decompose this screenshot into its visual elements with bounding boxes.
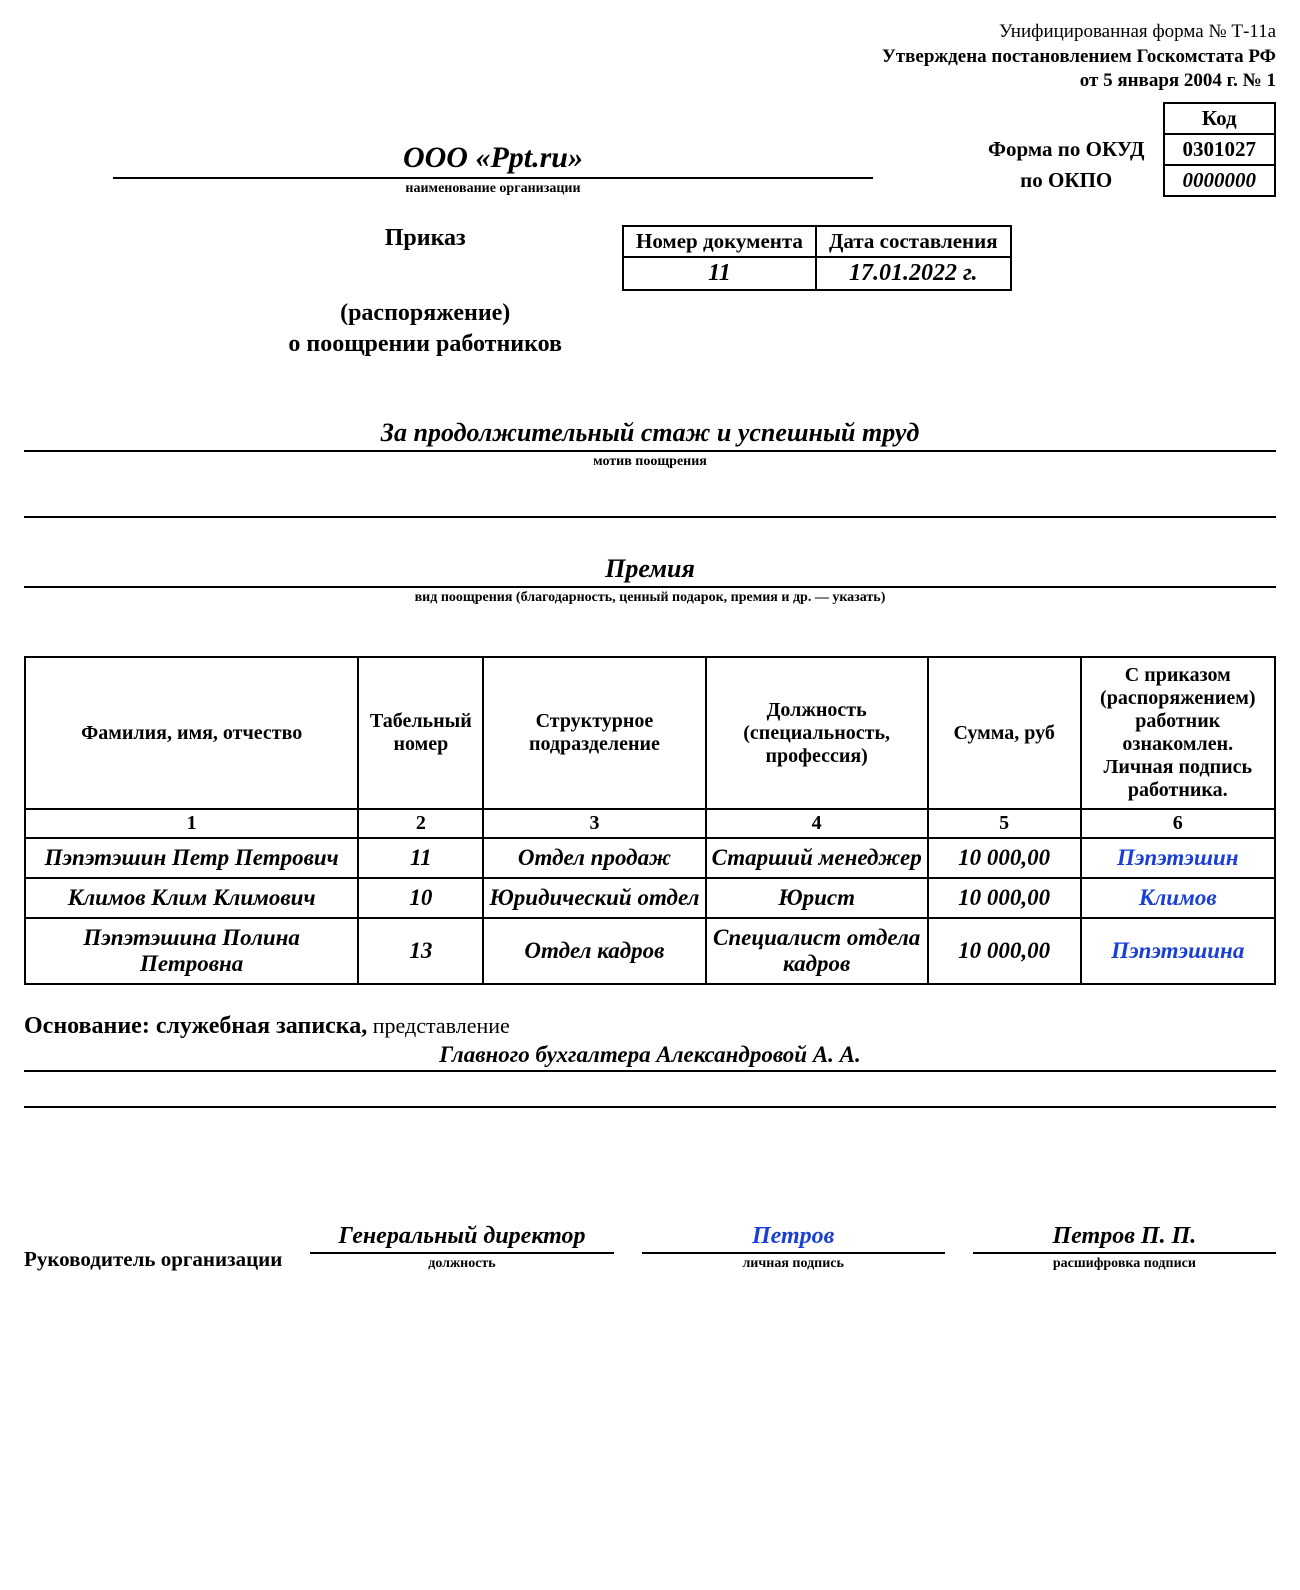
signature-row: Руководитель организации Генеральный дир… <box>24 1198 1276 1272</box>
cell-sum: 10 000,00 <box>928 838 1081 878</box>
basis-line2: Главного бухгалтера Александровой А. А. <box>24 1040 1276 1072</box>
approved-date-line: от 5 января 2004 г. № 1 <box>24 69 1276 94</box>
sign-name: Петров П. П. <box>973 1198 1276 1254</box>
cell-sum: 10 000,00 <box>928 918 1081 984</box>
cell-pos: Юрист <box>706 878 928 918</box>
title-about: о поощрении работников <box>288 331 562 358</box>
table-row: Пэпэтэшина Полина Петровна13Отдел кадров… <box>25 918 1275 984</box>
cell-fio: Пэпэтэшин Петр Петрович <box>25 838 358 878</box>
basis-blank-line <box>24 1078 1276 1108</box>
sign-name-cell: Петров П. П. расшифровка подписи <box>973 1198 1276 1272</box>
cell-sign: Климов <box>1081 878 1275 918</box>
sign-sign-cell: Петров личная подпись <box>642 1198 945 1272</box>
docdate-label: Дата составления <box>816 226 1011 257</box>
cell-dept: Отдел продаж <box>483 838 705 878</box>
cell-tab: 11 <box>358 838 483 878</box>
sign-label: Руководитель организации <box>24 1247 282 1272</box>
table-colnum-4: 4 <box>706 809 928 838</box>
basis-trail: представление <box>373 1013 510 1038</box>
sign-position-cell: Генеральный директор должность <box>310 1198 613 1272</box>
docnum-label: Номер документа <box>623 226 816 257</box>
sign-position-cap: должность <box>310 1256 613 1272</box>
table-header-3: Структурное подразделение <box>483 657 705 809</box>
okpo-label: по ОКПО <box>970 165 1164 196</box>
okpo-value: 0000000 <box>1164 165 1276 196</box>
table-colnum-1: 1 <box>25 809 358 838</box>
motive-blank-line <box>24 480 1276 518</box>
org-caption: наименование организации <box>24 181 962 197</box>
okud-value: 0301027 <box>1164 134 1276 165</box>
sign-signature: Петров <box>642 1198 945 1254</box>
cell-fio: Климов Клим Климович <box>25 878 358 918</box>
form-line: Унифицированная форма № Т-11а <box>24 20 1276 45</box>
employees-table: Фамилия, имя, отчествоТабельный номерСтр… <box>24 656 1276 985</box>
basis-row: Основание: служебная записка, представле… <box>24 1013 1276 1040</box>
code-blank-label <box>970 103 1164 134</box>
title-rasp: (распоряжение) <box>288 300 562 327</box>
table-header-2: Табельный номер <box>358 657 483 809</box>
doc-meta-table: Номер документа Дата составления 11 17.0… <box>622 225 1012 291</box>
table-colnum-6: 6 <box>1081 809 1275 838</box>
cell-fio: Пэпэтэшина Полина Петровна <box>25 918 358 984</box>
table-row: Пэпэтэшин Петр Петрович11Отдел продажСта… <box>25 838 1275 878</box>
table-header-row: Фамилия, имя, отчествоТабельный номерСтр… <box>25 657 1275 809</box>
sign-name-cap: расшифровка подписи <box>973 1256 1276 1272</box>
motive-caption: мотив поощрения <box>24 454 1276 470</box>
docdate-value: 17.01.2022 г. <box>816 257 1011 290</box>
motive-text: За продолжительный стаж и успешный труд <box>24 418 1276 452</box>
cell-dept: Юридический отдел <box>483 878 705 918</box>
org-block: ООО «Ppt.ru» наименование организации <box>24 141 962 197</box>
title-row: Приказ (распоряжение) о поощрении работн… <box>24 225 1276 358</box>
approved-line: Утверждена постановлением Госкомстата РФ <box>24 45 1276 70</box>
code-table: Код Форма по ОКУД 0301027 по ОКПО 000000… <box>970 102 1276 197</box>
table-colnum-5: 5 <box>928 809 1081 838</box>
top-row: ООО «Ppt.ru» наименование организации Ко… <box>24 102 1276 197</box>
table-header-4: Должность (специальность, профессия) <box>706 657 928 809</box>
sign-signature-cap: личная подпись <box>642 1256 945 1272</box>
cell-pos: Специалист отдела кадров <box>706 918 928 984</box>
cell-sign: Пэпэтэшина <box>1081 918 1275 984</box>
cell-tab: 10 <box>358 878 483 918</box>
docnum-value: 11 <box>623 257 816 290</box>
form-header: Унифицированная форма № Т-11а Утверждена… <box>24 20 1276 94</box>
table-header-5: Сумма, руб <box>928 657 1081 809</box>
cell-sign: Пэпэтэшин <box>1081 838 1275 878</box>
table-header-1: Фамилия, имя, отчество <box>25 657 358 809</box>
cell-dept: Отдел кадров <box>483 918 705 984</box>
sign-position: Генеральный директор <box>310 1198 613 1254</box>
cell-pos: Старший менеджер <box>706 838 928 878</box>
table-colnum-3: 3 <box>483 809 705 838</box>
table-num-row: 123456 <box>25 809 1275 838</box>
cell-tab: 13 <box>358 918 483 984</box>
title-prikaz: Приказ <box>288 225 562 252</box>
table-colnum-2: 2 <box>358 809 483 838</box>
okud-label: Форма по ОКУД <box>970 134 1164 165</box>
table-row: Климов Клим Климович10Юридический отделЮ… <box>25 878 1275 918</box>
reward-caption: вид поощрения (благодарность, ценный под… <box>24 590 1276 606</box>
reward-text: Премия <box>24 554 1276 588</box>
code-header: Код <box>1164 103 1276 134</box>
cell-sum: 10 000,00 <box>928 878 1081 918</box>
table-header-6: С приказом (распоряжением) работник озна… <box>1081 657 1275 809</box>
basis-lead: Основание: служебная записка, <box>24 1013 367 1039</box>
org-name: ООО «Ppt.ru» <box>113 141 873 179</box>
